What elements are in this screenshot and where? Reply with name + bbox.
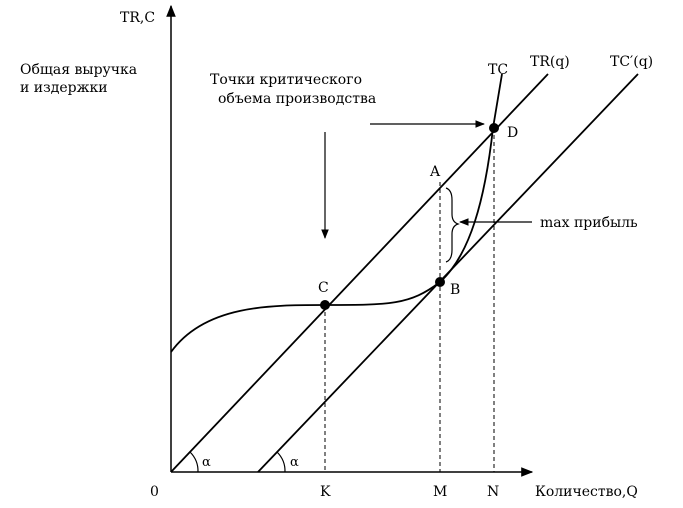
x-tick-n: N xyxy=(487,484,499,500)
tr-label: TR(q) xyxy=(530,54,570,70)
point-d xyxy=(489,123,499,133)
angle-symbol-tr: α xyxy=(202,455,211,470)
tr-line xyxy=(170,73,549,473)
critical-points-line2: объема производства xyxy=(218,91,376,107)
critical-points-line1: Точки критического xyxy=(210,72,362,88)
point-b xyxy=(435,277,445,287)
point-d-label: D xyxy=(507,125,518,141)
point-b-label: B xyxy=(450,282,460,298)
origin-label: 0 xyxy=(150,484,159,500)
y-axis-label-top: TR,C xyxy=(120,10,155,26)
x-axis-label: Количество,Q xyxy=(535,484,638,500)
profit-brace xyxy=(445,187,460,263)
x-tick-k: K xyxy=(320,484,331,500)
angle-arc-tr xyxy=(189,451,199,473)
point-c-label: C xyxy=(318,280,329,296)
point-c xyxy=(320,300,330,310)
y-axis-label-line1: Общая выручка xyxy=(20,62,137,78)
point-a-label: A xyxy=(429,164,441,180)
angle-symbol-tc: α xyxy=(290,455,299,470)
tc-curve-label: TC xyxy=(488,62,508,78)
tc-curve xyxy=(170,73,503,353)
y-axis-label-line2: и издержки xyxy=(20,80,108,96)
angle-arc-tc xyxy=(276,451,286,473)
max-profit-label: max прибыль xyxy=(540,215,638,231)
tc-prime-label: TC′(q) xyxy=(610,54,653,70)
x-tick-m: M xyxy=(433,484,447,500)
